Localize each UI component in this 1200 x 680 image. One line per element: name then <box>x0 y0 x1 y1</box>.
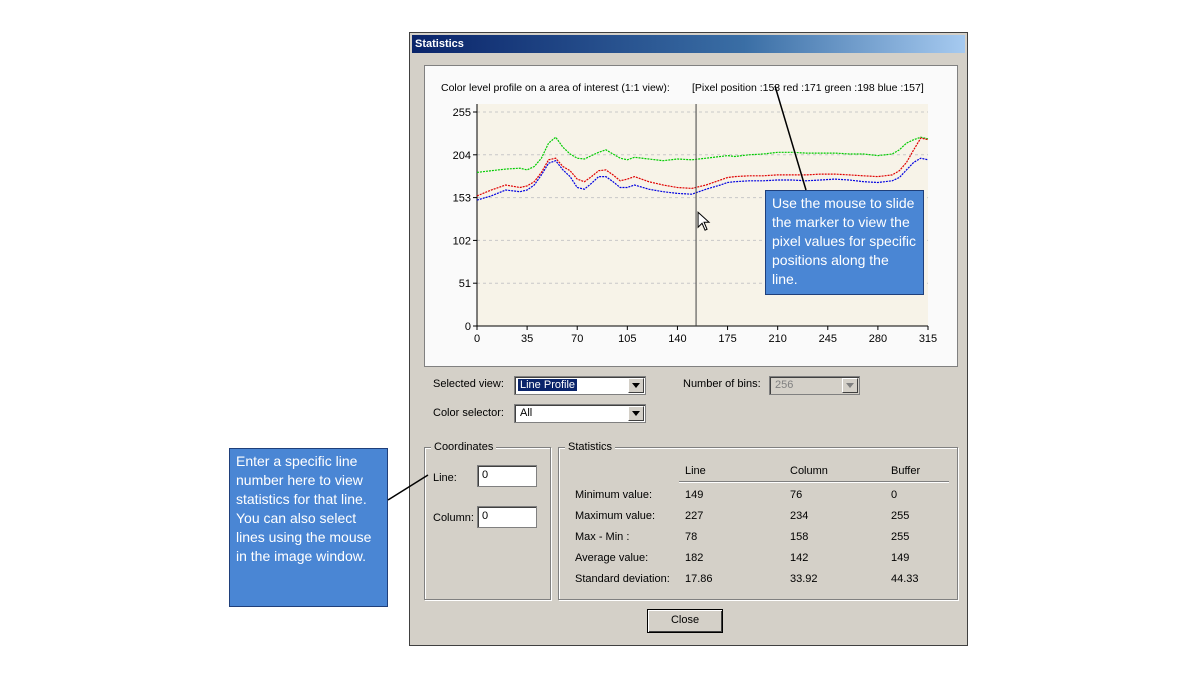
number-of-bins-select[interactable]: 256 <box>769 376 860 395</box>
y-tick-label: 153 <box>453 193 471 205</box>
color-selector-select[interactable]: All <box>514 404 646 423</box>
selected-view-select[interactable]: Line Profile <box>514 376 646 395</box>
series-line-2 <box>476 157 929 201</box>
x-tick-label: 105 <box>618 333 636 345</box>
selected-view-value: Line Profile <box>518 379 578 391</box>
stat-header-buffer: Buffer <box>891 465 921 477</box>
stat-row-label: Average value: <box>575 552 649 564</box>
stat-row-label: Max - Min : <box>575 531 630 543</box>
stat-value: 182 <box>685 552 704 564</box>
stat-value: 76 <box>790 489 803 501</box>
number-of-bins-value: 256 <box>775 379 794 391</box>
number-of-bins-dropdown-button[interactable] <box>842 378 858 393</box>
stat-value: 149 <box>891 552 910 564</box>
y-tick-label: 0 <box>465 321 471 333</box>
stat-value: 142 <box>790 552 809 564</box>
x-tick-label: 175 <box>718 333 736 345</box>
x-tick-label: 140 <box>668 333 686 345</box>
stat-header-line: Line <box>685 465 706 477</box>
y-tick-label: 255 <box>453 107 471 119</box>
selected-view-dropdown-button[interactable] <box>628 378 644 393</box>
column-input[interactable]: 0 <box>477 506 537 528</box>
y-tick-label: 204 <box>453 150 471 162</box>
stat-value: 227 <box>685 510 704 522</box>
color-selector-dropdown-button[interactable] <box>628 406 644 421</box>
statistics-window: Statistics Color level profile on a area… <box>409 32 968 646</box>
selected-view-label: Selected view: <box>433 378 504 390</box>
stat-value: 44.33 <box>891 573 919 585</box>
pixel-readout: [Pixel position :153 red :171 green :198… <box>692 82 924 94</box>
stat-header-divider <box>679 481 949 483</box>
column-label: Column: <box>433 512 474 524</box>
x-tick-label: 70 <box>571 333 583 345</box>
series-line-0 <box>476 136 929 173</box>
window-title: Statistics <box>412 35 965 53</box>
stat-row-label: Standard deviation: <box>575 573 670 585</box>
stat-value: 255 <box>891 510 910 522</box>
stat-value: 78 <box>685 531 698 543</box>
chart-title: Color level profile on a area of interes… <box>441 82 670 94</box>
chevron-down-icon <box>846 383 854 388</box>
stat-value: 0 <box>891 489 898 501</box>
stat-value: 149 <box>685 489 704 501</box>
marker-callout: Use the mouse to slide the marker to vie… <box>765 190 924 295</box>
stat-value: 17.86 <box>685 573 713 585</box>
x-tick-label: 0 <box>474 333 480 345</box>
stat-value: 33.92 <box>790 573 818 585</box>
chevron-down-icon <box>632 411 640 416</box>
close-button[interactable]: Close <box>647 609 723 633</box>
stat-value: 158 <box>790 531 809 543</box>
statistics-group: Statistics Line Column Buffer Minimum va… <box>558 441 958 600</box>
color-selector-label: Color selector: <box>433 407 504 419</box>
y-tick-label: 51 <box>459 278 471 290</box>
coordinates-group: Coordinates Line: 0 Column: 0 <box>424 441 551 600</box>
x-tick-label: 245 <box>819 333 837 345</box>
line-input[interactable]: 0 <box>477 465 537 487</box>
line-callout: Enter a specific line number here to vie… <box>229 448 388 607</box>
stat-header-column: Column <box>790 465 828 477</box>
coordinates-legend: Coordinates <box>431 441 497 453</box>
x-tick-label: 280 <box>869 333 887 345</box>
y-tick-label: 102 <box>453 235 471 247</box>
color-selector-value: All <box>520 407 533 419</box>
mouse-cursor-icon <box>697 211 711 231</box>
x-tick-label: 35 <box>521 333 533 345</box>
stat-row-label: Minimum value: <box>575 489 653 501</box>
series-line-1 <box>476 137 929 197</box>
stat-value: 255 <box>891 531 910 543</box>
chevron-down-icon <box>632 383 640 388</box>
line-label: Line: <box>433 472 457 484</box>
number-of-bins-label: Number of bins: <box>683 378 761 390</box>
x-tick-label: 210 <box>768 333 786 345</box>
stat-row-label: Maximum value: <box>575 510 656 522</box>
stat-value: 234 <box>790 510 809 522</box>
x-tick-label: 315 <box>919 333 937 345</box>
statistics-legend: Statistics <box>565 441 616 453</box>
